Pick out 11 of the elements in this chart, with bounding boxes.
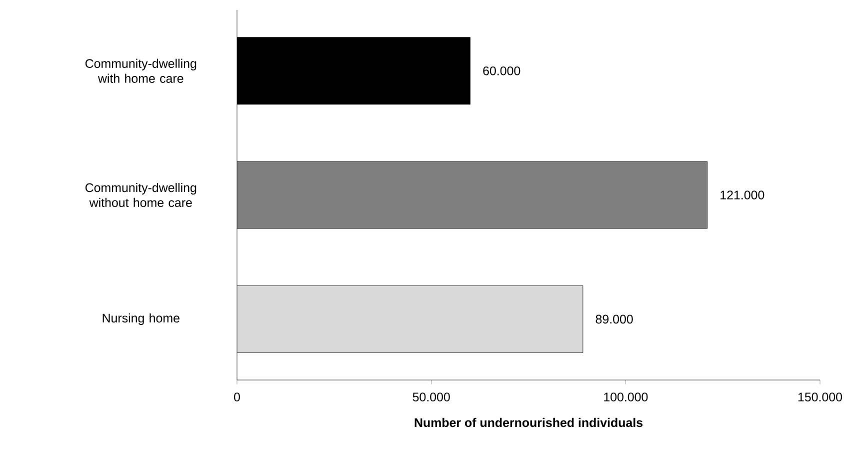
y-tick-label: Community-dwelling without home care — [85, 182, 196, 208]
x-tick-label: 0 — [234, 392, 240, 402]
y-tick-label: Community-dwelling with home care — [85, 58, 196, 83]
data-label: 60.000 — [483, 66, 520, 76]
y-tick-label: Nursing home — [102, 313, 180, 325]
x-tick-label: 50.000 — [412, 392, 450, 402]
x-axis-title: Number of undernourished individuals — [414, 418, 643, 428]
data-label: 89.000 — [596, 314, 633, 324]
data-label: 121.000 — [720, 190, 764, 200]
x-tick-label: 100.000 — [604, 392, 648, 402]
x-tick-label: 150.000 — [798, 392, 842, 402]
